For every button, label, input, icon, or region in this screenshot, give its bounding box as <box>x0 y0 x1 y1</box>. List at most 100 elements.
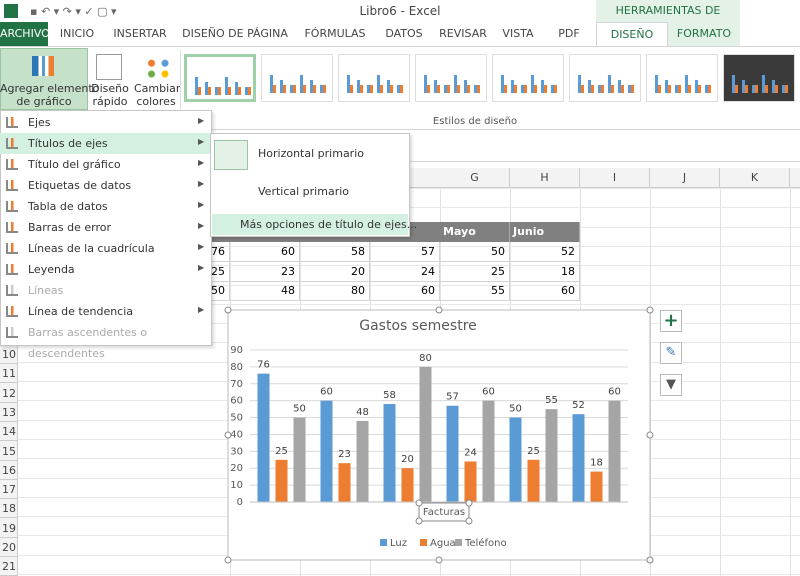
thumb-bar <box>655 75 658 93</box>
menu-icon <box>6 222 18 233</box>
y-tick-label: 80 <box>230 362 243 373</box>
ribbon-button-label[interactable]: Agregar elemento <box>0 82 100 95</box>
grid-col <box>720 188 721 576</box>
menu-item[interactable]: Línea de tendencia <box>28 305 134 318</box>
style-thumbnail[interactable] <box>492 54 564 102</box>
bar <box>608 400 621 502</box>
menu-item[interactable]: Leyenda <box>28 263 75 276</box>
style-thumbnail[interactable] <box>338 54 410 102</box>
menu-item: Barras ascendentes o descendentes <box>28 326 148 360</box>
menu-item[interactable]: Barras de error <box>28 221 111 234</box>
thumb-bar <box>708 85 711 93</box>
selection-handle <box>435 556 443 564</box>
data-label: 48 <box>356 407 369 418</box>
bar <box>257 373 270 502</box>
chart-styles-btn[interactable]: ✎ <box>660 342 682 364</box>
thumb-bar <box>765 85 768 93</box>
table-header: Junio <box>510 222 580 242</box>
ribbon-button-label[interactable]: de gráfico <box>16 95 72 108</box>
row-header: 15 <box>0 442 18 461</box>
data-label: 50 <box>509 404 522 415</box>
menu-icon <box>6 117 18 128</box>
ribbon-tab[interactable]: PDF <box>558 27 580 40</box>
thumb-bar <box>387 80 390 93</box>
ribbon-button-label[interactable]: colores <box>136 95 176 108</box>
ribbon-tab[interactable]: REVISAR <box>439 27 487 40</box>
style-thumbnail[interactable] <box>569 54 641 102</box>
data-label: 76 <box>257 360 270 371</box>
style-thumbnail[interactable] <box>646 54 718 102</box>
ribbon-tab[interactable]: FORMATO <box>676 27 732 40</box>
style-thumbnail[interactable] <box>415 54 487 102</box>
selection-handle <box>415 499 423 507</box>
thumb-bar <box>454 75 457 93</box>
chart-elements-btn[interactable]: + <box>660 310 682 332</box>
row-header: 14 <box>0 422 18 442</box>
chart-filter-btn[interactable]: ▼ <box>660 374 682 396</box>
menu-item[interactable]: Título del gráfico <box>28 158 121 171</box>
ribbon-button-label[interactable]: Diseño <box>91 82 129 95</box>
ribbon-tab[interactable]: ARCHIVO <box>0 22 50 46</box>
submenu-icon <box>218 178 252 208</box>
style-thumbnail[interactable] <box>723 54 795 102</box>
submenu-item[interactable]: Horizontal primario <box>258 147 364 160</box>
ribbon-tab[interactable]: VISTA <box>502 27 534 40</box>
menu-item[interactable]: Ejes <box>28 116 51 129</box>
menu-icon <box>6 243 18 254</box>
selection-handle <box>465 499 473 507</box>
thumb-bar <box>665 80 668 93</box>
thumb-bar <box>270 75 273 93</box>
thumb-bar <box>323 85 326 93</box>
submenu-highlight <box>212 214 408 235</box>
thumb-bar <box>511 80 514 93</box>
column-header: I <box>580 168 650 188</box>
column-header: H <box>510 168 580 188</box>
ribbon-tab[interactable]: DISEÑO DE PÁGINA <box>182 27 288 40</box>
thumb-bar <box>195 77 198 95</box>
quick-access[interactable]: ▪ ↶ ▾ ↷ ▾ ✓ ▢ ▾ <box>30 5 117 18</box>
table-cell: 80 <box>300 281 370 301</box>
menu-item[interactable]: Etiquetas de datos <box>28 179 132 192</box>
thumb-bar <box>290 85 293 93</box>
menu-icon <box>6 138 18 149</box>
ribbon-tab[interactable]: DATOS <box>385 27 423 40</box>
thumb-bar <box>752 85 755 93</box>
submenu-item[interactable]: Más opciones de título de ejes... <box>240 218 418 231</box>
style-thumbnail[interactable] <box>261 54 333 102</box>
menu-icon <box>6 201 18 212</box>
menu-icon <box>6 264 18 275</box>
table-cell: 48 <box>230 281 300 301</box>
chart-title: Gastos semestre <box>359 318 477 334</box>
table-cell: 60 <box>230 242 300 262</box>
ribbon-button-label[interactable]: rápido <box>92 95 128 108</box>
row-header: 10 <box>0 345 18 364</box>
data-label: 55 <box>545 395 558 406</box>
thumb-bar <box>474 85 477 93</box>
bar <box>401 468 414 502</box>
bar <box>419 366 432 502</box>
x-axis-title: Facturas <box>423 507 465 518</box>
thumb-bar <box>628 85 631 93</box>
bar <box>527 459 540 502</box>
submenu-arrow: ▶ <box>198 116 205 125</box>
style-thumbnail[interactable] <box>184 54 256 102</box>
ribbon-tab[interactable]: INICIO <box>59 27 95 40</box>
ribbon-button-label[interactable]: Cambiar <box>134 82 181 95</box>
axis-title-box[interactable] <box>418 502 470 522</box>
menu-item[interactable]: Títulos de ejes <box>0 133 212 154</box>
chart-area[interactable] <box>227 309 651 561</box>
thumb-bar <box>444 85 447 93</box>
data-label: 80 <box>419 353 432 364</box>
ribbon-tab[interactable]: FÓRMULAS <box>304 27 366 40</box>
table-cell: 55 <box>440 281 510 301</box>
menu-item[interactable]: Tabla de datos <box>28 200 108 213</box>
thumb-bar <box>578 75 581 93</box>
y-tick-label: 60 <box>230 396 243 407</box>
row-header: 20 <box>0 538 18 557</box>
ribbon-tab[interactable]: DISEÑO <box>596 22 668 46</box>
submenu-item[interactable]: Vertical primario <box>258 185 349 198</box>
menu-icon <box>6 327 18 338</box>
thumb-bar <box>273 85 276 93</box>
menu-item[interactable]: Líneas de la cuadrícula <box>28 242 155 255</box>
ribbon-tab[interactable]: INSERTAR <box>113 27 167 40</box>
